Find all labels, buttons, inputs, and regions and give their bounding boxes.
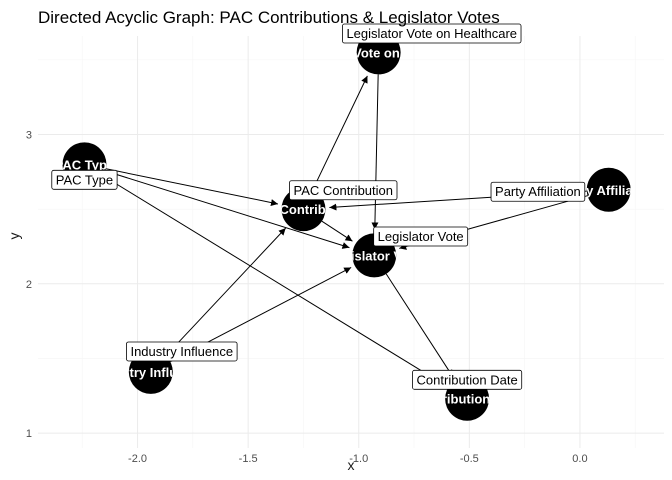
edge-pac_contribution-to-legislator_vote xyxy=(321,220,353,242)
y-axis-label: y xyxy=(6,233,22,240)
node-text-party: Party Affiliation xyxy=(561,183,657,198)
axis-ticks: -2.0 -1.5 -1.0 -0.5 0.0 1 2 3 xyxy=(26,130,588,465)
edge-pac_type-to-contribution_date xyxy=(102,175,446,386)
node-text-pac_type: PAC Type xyxy=(55,157,114,172)
label-text-party: Party Affiliation xyxy=(495,184,581,199)
label-box-industry xyxy=(126,341,238,362)
label-box-legislator_vote xyxy=(373,226,469,247)
label-party: Party Affiliation xyxy=(490,181,586,202)
x-tick-label: -0.5 xyxy=(460,453,479,465)
label-pac_type: PAC Type xyxy=(51,169,118,190)
node-text-vote_healthcare: Legislator Vote on Healthcare xyxy=(287,45,470,60)
y-tick-label: 3 xyxy=(26,130,32,142)
nodes: PAC Type Industry Influence PAC Contributi… xyxy=(55,30,657,421)
x-axis-label: x xyxy=(348,457,355,473)
label-vote_healthcare: Legislator Vote on Healthcare xyxy=(342,23,522,44)
label-text-pac_contribution: PAC Contribution xyxy=(294,183,393,198)
edge-legislator_vote-to-contribution_date xyxy=(385,273,454,378)
y-tick-label: 1 xyxy=(26,428,32,440)
node-labels: PAC Type Industry Influence PAC Contributi… xyxy=(51,23,586,390)
label-text-legislator_vote: Legislator Vote xyxy=(378,229,464,244)
label-text-contribution_date: Contribution Date xyxy=(417,372,518,387)
node-text-contribution_date: Contribution Date xyxy=(412,392,522,407)
x-tick-label: -1.0 xyxy=(349,453,368,465)
edge-vote_healthcare-to-legislator_vote xyxy=(371,74,379,230)
label-box-vote_healthcare xyxy=(342,23,522,44)
chart-title: Directed Acyclic Graph: PAC Contribution… xyxy=(38,8,500,27)
edge-pac_type-to-legislator_vote xyxy=(105,170,350,249)
label-text-industry: Industry Influence xyxy=(130,344,233,359)
label-contribution_date: Contribution Date xyxy=(412,369,523,390)
x-tick-label: -2.0 xyxy=(128,453,147,465)
y-tick-label: 2 xyxy=(26,279,32,291)
edge-pac_type-to-pac_contribution xyxy=(105,168,279,206)
node-text-legislator_vote: Legislator Vote xyxy=(328,248,421,263)
label-box-contribution_date xyxy=(412,369,523,390)
x-tick-label: 0.0 xyxy=(572,453,587,465)
grid xyxy=(38,36,664,448)
label-box-pac_contribution xyxy=(289,180,398,201)
edge-industry-to-pac_contribution xyxy=(165,227,287,357)
label-text-pac_type: PAC Type xyxy=(56,172,113,187)
node-text-pac_contribution: PAC Contribution xyxy=(249,202,357,217)
label-box-pac_type xyxy=(51,169,118,190)
label-pac_contribution: PAC Contribution xyxy=(289,180,398,201)
node-party xyxy=(586,167,631,212)
label-industry: Industry Influence xyxy=(126,341,238,362)
x-tick-label: -1.5 xyxy=(239,453,258,465)
label-text-vote_healthcare: Legislator Vote on Healthcare xyxy=(346,26,517,41)
label-legislator_vote: Legislator Vote xyxy=(373,226,469,247)
node-text-industry: Industry Influence xyxy=(95,365,207,380)
edges xyxy=(102,74,588,386)
edge-pac_contribution-to-vote_healthcare xyxy=(312,75,368,190)
label-box-party xyxy=(490,181,586,202)
